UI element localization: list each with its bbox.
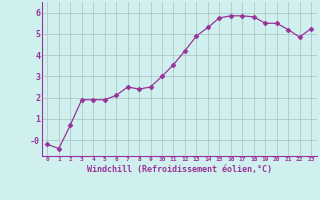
X-axis label: Windchill (Refroidissement éolien,°C): Windchill (Refroidissement éolien,°C) <box>87 165 272 174</box>
